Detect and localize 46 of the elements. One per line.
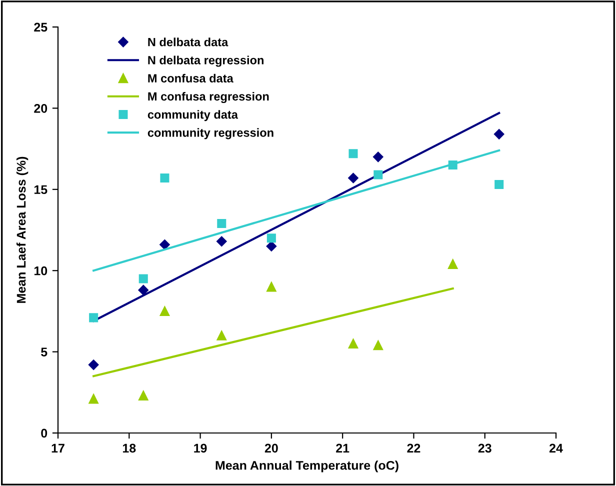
x-axis-title: Mean Annual Temperature (oC)	[216, 460, 398, 472]
legend-label: M confusa regression	[148, 92, 269, 103]
y-tick-label: 10	[34, 266, 48, 276]
x-tick-label: 24	[549, 444, 563, 452]
point	[374, 170, 383, 180]
point	[494, 129, 504, 140]
x-tick-label: 18	[122, 444, 136, 453]
point	[160, 240, 170, 250]
point	[217, 218, 226, 228]
point	[138, 390, 148, 401]
y-tick-label: 25	[34, 22, 48, 32]
x-tick-label: 17	[52, 444, 64, 452]
point	[373, 340, 384, 350]
point	[494, 180, 504, 190]
x-tick-label: 23	[478, 444, 492, 453]
legend-label: community data	[148, 110, 238, 122]
point	[89, 313, 98, 322]
y-tick-label: 15	[34, 185, 48, 194]
x-tick-label: 22	[407, 444, 420, 452]
point	[160, 174, 170, 183]
point	[88, 394, 98, 404]
point	[266, 241, 277, 252]
point	[373, 152, 384, 162]
point	[138, 284, 148, 296]
legend-label: N delbata data	[148, 38, 228, 46]
point	[138, 274, 148, 284]
legend-label: community regression	[148, 128, 274, 140]
point	[348, 338, 358, 349]
y-tick-label: 0	[41, 428, 48, 438]
point	[88, 360, 99, 370]
point	[160, 306, 170, 316]
y-tick-label: 5	[41, 348, 48, 356]
x-tick-label: 21	[336, 444, 350, 452]
legend-label: M confusa data	[148, 74, 234, 83]
point	[266, 282, 276, 292]
point	[216, 236, 227, 246]
x-tick-label: 20	[264, 444, 278, 453]
point	[348, 149, 358, 158]
legend-label: N delbata regression	[148, 56, 264, 67]
point	[348, 172, 358, 184]
y-tick-label: 20	[34, 104, 48, 113]
point	[448, 259, 458, 269]
point	[216, 330, 226, 340]
y-axis-title: Mean Laef Area Loss (%)	[16, 156, 28, 303]
point	[266, 234, 276, 243]
x-tick-label: 19	[194, 444, 207, 453]
